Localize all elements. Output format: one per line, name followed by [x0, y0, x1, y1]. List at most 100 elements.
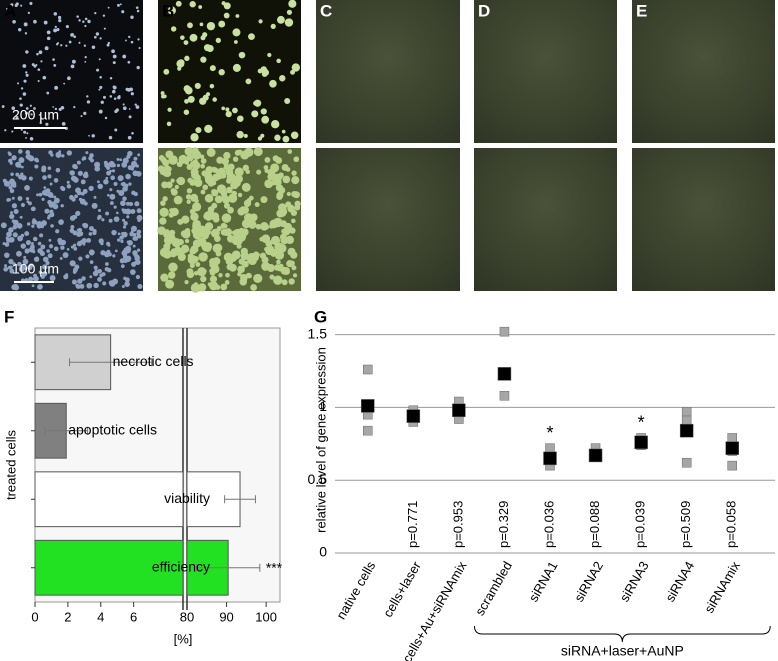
cell [60, 245, 64, 249]
cell [112, 169, 115, 172]
cell [134, 192, 138, 196]
cell [110, 175, 115, 180]
cell [108, 42, 110, 44]
cell [260, 196, 267, 203]
cell [267, 174, 273, 180]
x-tick-label: siRNAmix [701, 558, 743, 615]
cell [133, 236, 138, 241]
cell [271, 120, 279, 128]
cell [77, 278, 82, 283]
cell [4, 129, 6, 131]
cell [118, 175, 124, 181]
cell [284, 98, 290, 104]
bar-label: viability [164, 490, 210, 506]
cell [269, 80, 277, 88]
cell [55, 152, 61, 158]
cell [39, 193, 43, 197]
cell [13, 232, 18, 237]
point [546, 444, 555, 453]
cell [70, 195, 73, 198]
cell [274, 135, 280, 141]
cell [123, 103, 125, 105]
cell [190, 213, 198, 221]
cell [282, 130, 286, 134]
cell [113, 182, 117, 186]
cell [71, 246, 74, 249]
cell [123, 225, 126, 228]
cell [205, 194, 214, 203]
cell [160, 273, 168, 281]
cell [109, 136, 113, 140]
cell [45, 46, 49, 50]
cell [101, 101, 104, 104]
cell [132, 250, 137, 255]
cell [246, 170, 250, 174]
significance: * [638, 413, 645, 433]
cell [39, 233, 43, 237]
cell [40, 60, 42, 62]
cell [100, 242, 103, 245]
cell [200, 164, 205, 169]
cell [137, 230, 142, 235]
cell [9, 214, 14, 219]
cell [4, 268, 7, 271]
cell [51, 195, 54, 198]
cell [114, 206, 117, 209]
cell [43, 186, 46, 189]
cell [188, 253, 194, 259]
cell [137, 10, 140, 13]
x-tick-label: 6 [130, 609, 137, 624]
micrographs [0, 0, 775, 293]
cell [99, 86, 102, 89]
cell [105, 262, 109, 266]
cell [86, 283, 92, 289]
cell [67, 76, 71, 80]
cell [60, 240, 65, 245]
cell [103, 96, 106, 99]
cell [119, 158, 122, 161]
cell [19, 97, 22, 100]
cell [94, 36, 97, 39]
cell [176, 178, 181, 183]
x-tick-label: siRNA2 [571, 559, 606, 605]
cell [136, 171, 142, 177]
cell [291, 131, 299, 139]
cell [209, 268, 214, 273]
cell [264, 247, 269, 252]
cell [98, 209, 101, 212]
cell [205, 224, 210, 229]
cell [207, 148, 216, 157]
cell [291, 219, 296, 224]
cell [139, 47, 141, 49]
cell [159, 208, 168, 217]
cell [175, 246, 180, 251]
cell [38, 242, 42, 246]
cell [33, 20, 37, 24]
cell [32, 284, 35, 287]
cell [248, 33, 255, 40]
cell [58, 219, 64, 225]
cell [50, 154, 53, 157]
cell [198, 5, 202, 9]
point [407, 410, 420, 423]
cell [89, 153, 94, 158]
cell [277, 16, 285, 24]
cell [126, 215, 129, 218]
x-axis-label: [%] [174, 631, 193, 646]
cell [184, 40, 189, 45]
cell [230, 164, 235, 169]
x-tick-label: 80 [180, 609, 194, 624]
cell [237, 115, 244, 122]
cell [232, 28, 240, 36]
cell [107, 194, 110, 197]
cell [20, 5, 22, 7]
cell [287, 10, 292, 15]
cell [137, 284, 142, 289]
cell [168, 262, 177, 271]
cell [67, 248, 70, 251]
cell [214, 235, 221, 242]
cell [270, 163, 279, 172]
cell [242, 219, 251, 228]
cell [23, 92, 27, 96]
y-tick-label: 1.5 [308, 325, 328, 341]
